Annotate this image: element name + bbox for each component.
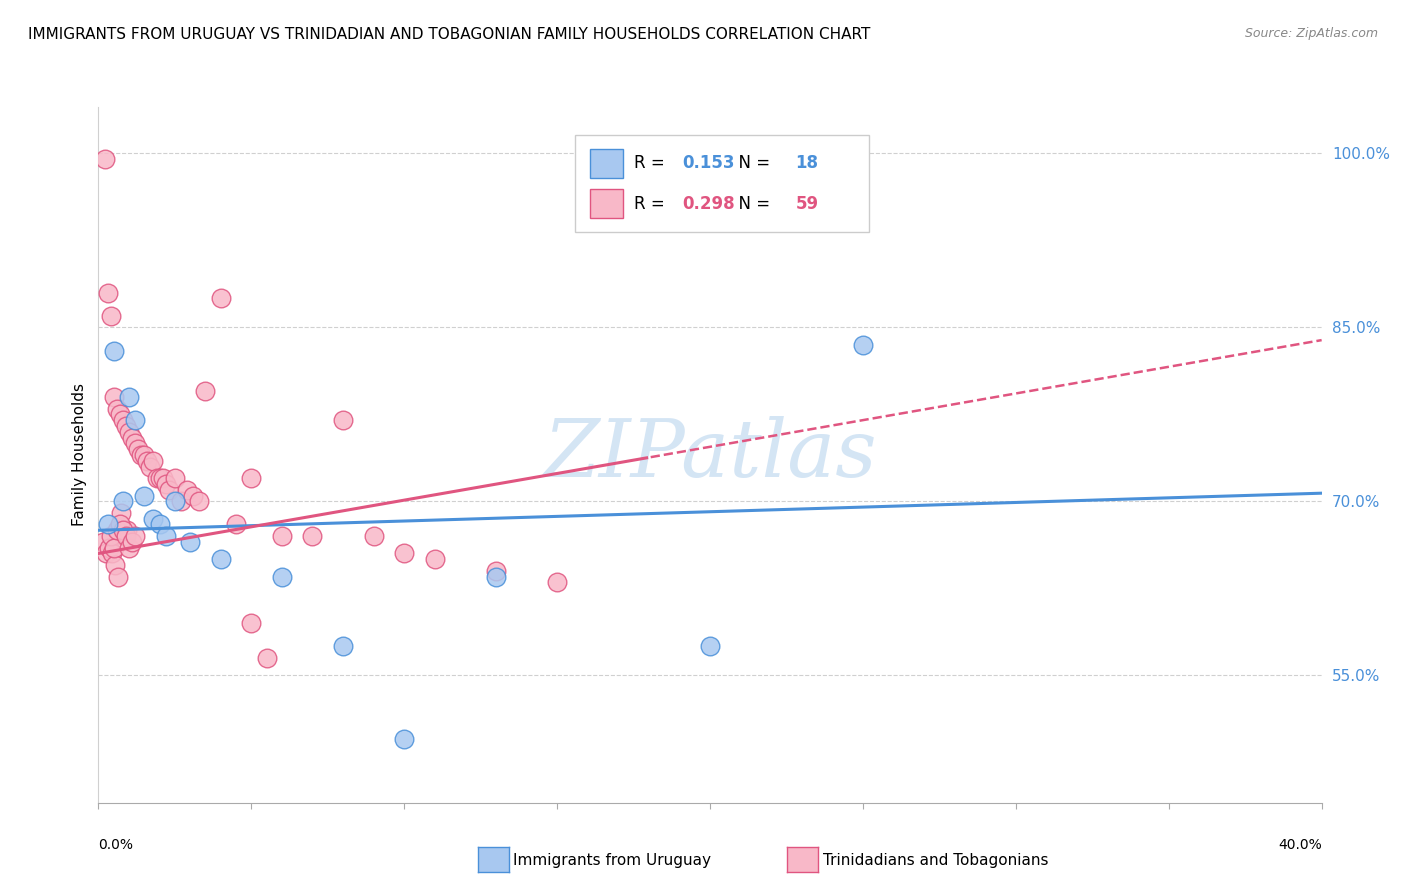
Point (108, 407, 131, 421)
Text: 40.0%: 40.0% (1278, 838, 1322, 853)
Point (139, 459, 162, 474)
Point (136, 453, 159, 467)
Text: R =: R = (634, 194, 671, 213)
Point (423, 552, 446, 566)
Text: 0.153: 0.153 (682, 154, 734, 172)
Point (149, 471, 172, 485)
FancyBboxPatch shape (591, 189, 623, 219)
Point (188, 494, 211, 508)
Point (176, 483, 198, 497)
Point (485, 569, 508, 583)
Point (145, 471, 167, 485)
Point (179, 534, 201, 549)
Point (163, 471, 186, 485)
Point (115, 529, 138, 543)
Point (194, 384, 217, 398)
Point (93, 152, 115, 166)
Point (118, 390, 141, 404)
Point (121, 534, 143, 549)
FancyBboxPatch shape (575, 135, 869, 232)
Point (225, 517, 247, 532)
Point (134, 448, 156, 462)
Point (485, 564, 508, 578)
Point (256, 651, 278, 665)
Text: ZIPatlas: ZIPatlas (543, 417, 877, 493)
Point (209, 552, 232, 566)
Point (181, 488, 204, 502)
Text: IMMIGRANTS FROM URUGUAY VS TRINIDADIAN AND TOBAGONIAN FAMILY HOUSEHOLDS CORRELAT: IMMIGRANTS FROM URUGUAY VS TRINIDADIAN A… (28, 27, 870, 42)
Text: N =: N = (728, 194, 776, 213)
Point (852, 338, 875, 352)
Point (152, 471, 174, 485)
Point (149, 517, 172, 532)
Point (118, 425, 141, 439)
Text: Immigrants from Uruguay: Immigrants from Uruguay (513, 854, 711, 868)
FancyBboxPatch shape (591, 149, 623, 178)
Point (270, 569, 294, 583)
Point (363, 529, 385, 543)
Point (101, 546, 124, 560)
Text: 59: 59 (796, 194, 818, 213)
Point (142, 453, 165, 467)
Point (118, 541, 141, 555)
Text: 18: 18 (796, 154, 818, 172)
Text: Trinidadians and Tobagonians: Trinidadians and Tobagonians (823, 854, 1047, 868)
Point (129, 448, 152, 462)
Text: 0.0%: 0.0% (98, 838, 134, 853)
Point (170, 494, 193, 508)
Point (124, 413, 146, 427)
Point (94, 546, 117, 560)
Point (163, 494, 186, 508)
Y-axis label: Family Households: Family Households (72, 384, 87, 526)
Point (392, 546, 416, 560)
Text: Source: ZipAtlas.com: Source: ZipAtlas.com (1244, 27, 1378, 40)
Point (127, 442, 149, 456)
Point (111, 494, 134, 508)
Text: R =: R = (634, 154, 671, 172)
Point (240, 615, 263, 630)
Point (97, 517, 120, 532)
Point (110, 506, 132, 520)
Point (121, 430, 143, 444)
Point (112, 529, 135, 543)
Point (392, 731, 416, 746)
Point (108, 517, 131, 532)
Point (240, 471, 263, 485)
Point (111, 523, 134, 537)
Point (270, 529, 294, 543)
Point (155, 476, 177, 491)
Point (103, 390, 125, 404)
Point (100, 309, 122, 323)
Point (157, 483, 180, 497)
Point (105, 401, 128, 416)
Point (100, 529, 122, 543)
Text: N =: N = (728, 154, 776, 172)
Point (107, 569, 129, 583)
Point (105, 523, 128, 537)
Point (301, 529, 323, 543)
Point (111, 413, 134, 427)
Point (209, 291, 232, 305)
Point (699, 639, 721, 653)
Point (97, 285, 120, 300)
Point (98, 541, 121, 555)
Point (117, 523, 139, 537)
Point (91, 534, 114, 549)
Point (142, 511, 165, 525)
Text: 0.298: 0.298 (682, 194, 734, 213)
Point (124, 436, 146, 450)
Point (546, 575, 568, 590)
Point (104, 558, 127, 573)
Point (115, 418, 138, 433)
Point (134, 488, 156, 502)
Point (155, 529, 177, 543)
Point (103, 541, 125, 555)
Point (103, 343, 125, 358)
Point (332, 413, 354, 427)
Point (332, 639, 354, 653)
Point (124, 529, 146, 543)
